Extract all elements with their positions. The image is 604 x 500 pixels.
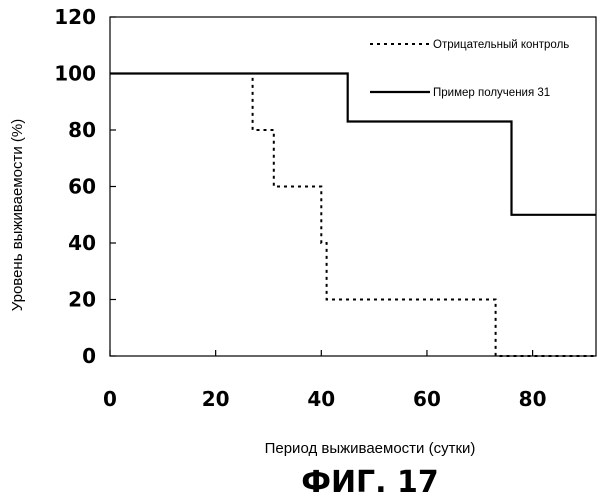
- y-tick-label: 120: [54, 5, 96, 29]
- legend-label-2: Пример получения 31: [433, 87, 550, 99]
- y-axis-ticks: 0 20 40 60 80 100 120: [54, 5, 116, 368]
- y-tick-label: 100: [54, 62, 96, 86]
- y-tick-label: 40: [68, 231, 96, 255]
- x-tick-label: 80: [519, 387, 547, 411]
- x-axis-title: Период выживаемости (сутки): [265, 440, 476, 457]
- x-tick-label: 0: [103, 387, 117, 411]
- x-tick-label: 20: [202, 387, 230, 411]
- y-tick-label: 80: [68, 118, 96, 142]
- legend-label-1: Отрицательный контроль: [433, 39, 569, 51]
- x-axis-ticks: 0 20 40 60 80: [103, 350, 546, 411]
- y-tick-label: 0: [82, 344, 96, 368]
- series-layer: [110, 74, 596, 357]
- x-tick-label: 40: [307, 387, 335, 411]
- y-axis-title: Уровень выживаемости (%): [9, 119, 26, 312]
- x-tick-label: 60: [413, 387, 441, 411]
- legend: Отрицательный контроль Пример получения 3…: [370, 39, 569, 99]
- y-tick-label: 20: [68, 288, 96, 312]
- plot-frame: [110, 17, 596, 356]
- figure-caption: ФИГ. 17: [301, 465, 439, 500]
- y-tick-label: 60: [68, 175, 96, 199]
